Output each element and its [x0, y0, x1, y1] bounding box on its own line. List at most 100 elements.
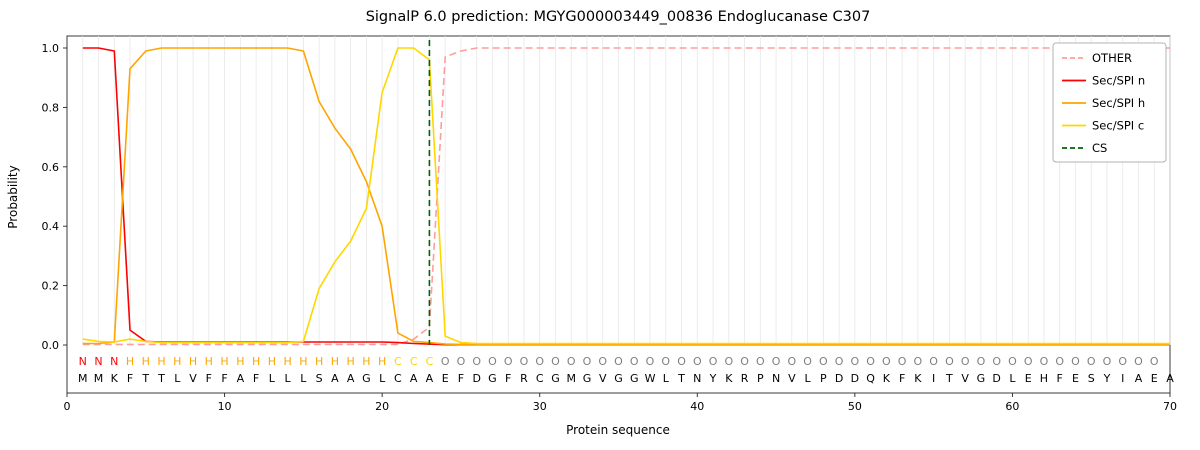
sequence-letter: P — [820, 372, 827, 385]
annotation-letter: H — [283, 355, 291, 368]
legend-label: Sec/SPI h — [1092, 96, 1145, 110]
annotation-letter: O — [851, 355, 860, 368]
sequence-letter: M — [78, 372, 88, 385]
plot-layer: 0.00.20.40.60.81.00 10 20 30 40 50 60 70NMNMNKH… — [42, 35, 1177, 413]
sequence-letter: V — [788, 372, 796, 385]
sequence-letter: A — [426, 372, 434, 385]
annotation-letter: H — [157, 355, 165, 368]
legend-label: OTHER — [1092, 51, 1132, 65]
annotation-letter: O — [961, 355, 970, 368]
legend-label: Sec/SPI c — [1092, 119, 1144, 133]
annotation-letter: O — [677, 355, 686, 368]
sequence-letter: T — [141, 372, 149, 385]
series-line-other — [82, 47, 1170, 346]
sequence-letter: L — [174, 372, 181, 385]
annotation-letter: O — [614, 355, 623, 368]
sequence-letter: I — [1121, 372, 1124, 385]
annotation-letter: O — [866, 355, 875, 368]
sequence-letter: P — [757, 372, 764, 385]
sequence-letter: R — [520, 372, 528, 385]
annotation-letter: O — [1024, 355, 1033, 368]
y-tick-label: 0.6 — [42, 161, 60, 174]
sequence-letter: V — [961, 372, 969, 385]
annotation-letter: H — [346, 355, 354, 368]
annotation-letter: C — [426, 355, 434, 368]
sequence-letter: L — [269, 372, 276, 385]
annotation-letter: O — [740, 355, 749, 368]
annotation-letter: O — [1118, 355, 1127, 368]
annotation-letter: O — [472, 355, 481, 368]
annotation-letter: H — [362, 355, 370, 368]
sequence-letter: V — [599, 372, 607, 385]
sequence-letter: F — [206, 372, 212, 385]
annotation-letter: O — [1087, 355, 1096, 368]
annotation-letter: O — [882, 355, 891, 368]
annotation-letter: O — [520, 355, 529, 368]
annotation-letter: H — [126, 355, 134, 368]
sequence-letter: Y — [1103, 372, 1111, 385]
sequence-letter: S — [316, 372, 323, 385]
annotation-letter: H — [299, 355, 307, 368]
sequence-letter: A — [347, 372, 355, 385]
annotation-letter: O — [504, 355, 513, 368]
sequence-letter: G — [551, 372, 560, 385]
annotation-letter: O — [551, 355, 560, 368]
sequence-letter: A — [1135, 372, 1143, 385]
sequence-letter: G — [583, 372, 592, 385]
sequence-letter: A — [410, 372, 418, 385]
legend-label: Sec/SPI n — [1092, 74, 1145, 88]
sequence-letter: T — [157, 372, 165, 385]
annotation-letter: O — [457, 355, 466, 368]
sequence-letter: D — [472, 372, 480, 385]
annotation-letter: H — [252, 355, 260, 368]
sequence-letter: F — [458, 372, 464, 385]
sequence-letter: G — [614, 372, 623, 385]
x-tick-label: 60 — [1005, 400, 1019, 413]
sequence-letter: K — [883, 372, 891, 385]
sequence-letter: G — [977, 372, 986, 385]
y-tick-label: 1.0 — [42, 42, 60, 55]
annotation-letter: O — [630, 355, 639, 368]
annotation-letter: O — [583, 355, 592, 368]
x-tick-label: 30 — [533, 400, 547, 413]
annotation-letter: O — [803, 355, 812, 368]
annotation-letter: O — [1071, 355, 1080, 368]
sequence-letter: F — [1057, 372, 1063, 385]
legend-label: CS — [1092, 141, 1107, 155]
sequence-letter: K — [725, 372, 733, 385]
sequence-letter: I — [932, 372, 935, 385]
y-tick-label: 0.0 — [42, 339, 60, 352]
sequence-letter: E — [1151, 372, 1158, 385]
sequence-letter: Y — [709, 372, 717, 385]
annotation-letter: O — [709, 355, 718, 368]
annotation-letter: O — [756, 355, 765, 368]
x-tick-label: 40 — [690, 400, 704, 413]
sequence-letter: K — [914, 372, 922, 385]
annotation-letter: O — [772, 355, 781, 368]
sequence-letter: G — [488, 372, 497, 385]
sequence-letter: M — [566, 372, 576, 385]
annotation-letter: O — [787, 355, 796, 368]
annotation-letter: O — [835, 355, 844, 368]
sequence-letter: L — [379, 372, 386, 385]
annotation-letter: N — [94, 355, 102, 368]
sequence-letter: G — [630, 372, 639, 385]
sequence-letter: K — [111, 372, 119, 385]
series-line-sec-spi-h — [82, 47, 1170, 346]
annotation-letter: H — [189, 355, 197, 368]
sequence-letter: D — [835, 372, 843, 385]
annotation-letter: O — [977, 355, 986, 368]
annotation-letter: O — [914, 355, 923, 368]
annotation-letter: C — [394, 355, 402, 368]
annotation-letter: O — [1055, 355, 1064, 368]
sequence-letter: N — [693, 372, 701, 385]
sequence-letter: H — [1040, 372, 1048, 385]
sequence-letter: E — [1025, 372, 1032, 385]
sequence-letter: R — [741, 372, 749, 385]
annotation-letter: H — [236, 355, 244, 368]
annotation-letter: O — [898, 355, 907, 368]
sequence-letter: E — [1072, 372, 1079, 385]
sequence-letter: E — [442, 372, 449, 385]
sequence-letter: G — [362, 372, 371, 385]
